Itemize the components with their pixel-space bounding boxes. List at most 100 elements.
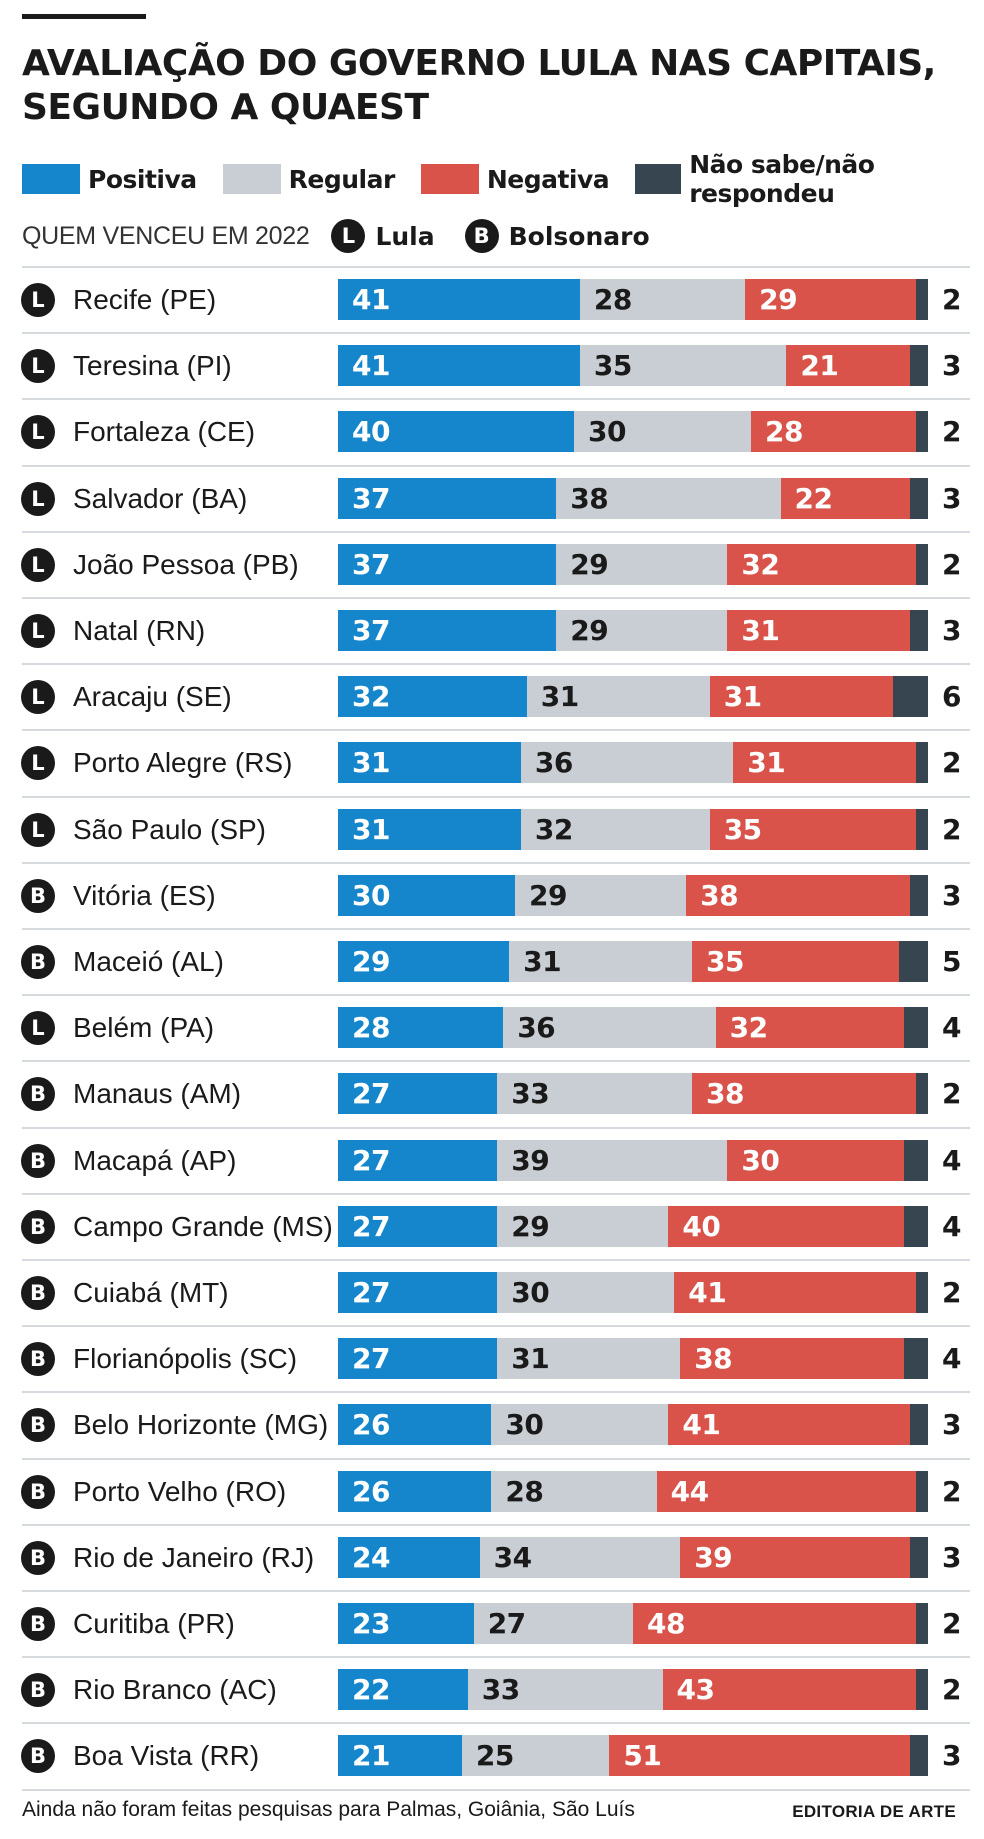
winner-key-bolsonaro: B Bolsonaro — [464, 219, 650, 253]
city-label: Maceió (AL) — [73, 946, 224, 977]
city-label: Rio Branco (AC) — [73, 1674, 277, 1706]
bar-segment-nao-sabe — [892, 676, 928, 718]
table-row: B Campo Grande (MS) 27 29 40 4 — [0, 1192, 984, 1259]
bar-label-regular: 35 — [593, 349, 632, 383]
bar-label-positiva: 32 — [352, 680, 390, 714]
bar-segment-regular — [497, 1272, 675, 1313]
bar-label-negativa: 22 — [794, 481, 833, 515]
bar-segment-nao-sabe — [916, 1272, 928, 1313]
legend-item-regular: Regular — [222, 164, 395, 194]
bar-segment-regular — [526, 676, 711, 718]
bar-segment-nao-sabe — [916, 742, 928, 784]
bar-segment-negativa — [656, 1470, 917, 1512]
chart-title: AVALIAÇÃO DO GOVERNO LULA NAS CAPITAIS, … — [22, 43, 936, 128]
bar-segment-regular — [579, 279, 746, 320]
lula-badge-icon: L — [21, 349, 55, 384]
bar-label-negativa: 32 — [741, 547, 780, 581]
bar-label-negativa: 31 — [723, 680, 762, 714]
bar-label-positiva: 27 — [352, 1077, 390, 1111]
table-row: B Rio Branco (AC) 22 33 43 2 — [0, 1656, 984, 1722]
bar-label-regular: 33 — [511, 1077, 550, 1111]
bar-segment-regular — [491, 1470, 658, 1512]
bar-label-negativa: 35 — [706, 945, 744, 978]
bar-label-regular: 25 — [475, 1739, 514, 1773]
bar-label-nao-sabe: 2 — [942, 547, 962, 581]
city-label: Porto Alegre (RS) — [73, 747, 293, 779]
bar-segment-regular — [491, 1404, 669, 1446]
bar-label-negativa: 51 — [623, 1739, 662, 1773]
bar-segment-positiva — [338, 477, 557, 519]
bar-label-regular: 31 — [540, 680, 579, 714]
footnote: Ainda não foram feitas pesquisas para Pa… — [22, 1798, 635, 1821]
table-row: L Recife (PE) 41 28 29 2 — [0, 266, 984, 332]
bar-segment-negativa — [680, 1536, 911, 1578]
bar-segment-nao-sabe — [916, 808, 928, 850]
bar-segment-negativa — [692, 1073, 917, 1115]
bolsonaro-badge-icon: B — [21, 1209, 55, 1244]
bar-segment-nao-sabe — [916, 1669, 928, 1711]
winner-key-caption: QUEM VENCEU EM 2022 — [22, 221, 310, 250]
lula-badge-icon: L — [21, 415, 55, 450]
row-divider — [22, 1590, 970, 1592]
bar-label-regular: 32 — [534, 812, 573, 846]
table-row: B Boa Vista (RR) 21 25 51 3 — [0, 1722, 984, 1788]
bar-segment-regular — [509, 941, 693, 982]
legend-label-negativa: Negativa — [486, 164, 610, 194]
bar-segment-nao-sabe — [916, 1073, 928, 1115]
bar-label-nao-sabe: 4 — [942, 1342, 962, 1376]
bar-label-positiva: 27 — [352, 1276, 390, 1309]
bar-segment-nao-sabe — [904, 1338, 928, 1380]
bar-segment-positiva — [338, 1404, 492, 1446]
bar-segment-negativa — [715, 1007, 905, 1049]
bar-segment-negativa — [727, 543, 917, 585]
bar-label-nao-sabe: 3 — [942, 481, 962, 515]
bar-segment-positiva — [338, 1139, 498, 1181]
row-divider — [22, 1391, 970, 1394]
bolsonaro-badge-icon: B — [464, 219, 499, 253]
city-label: Porto Velho (RO) — [73, 1475, 287, 1507]
top-rule — [22, 14, 146, 19]
bar-segment-negativa — [686, 874, 911, 916]
bar-label-nao-sabe: 2 — [942, 415, 962, 449]
bar-label-nao-sabe: 6 — [942, 680, 962, 714]
table-row: B Porto Velho (RO) 26 28 44 2 — [0, 1457, 984, 1524]
city-label: João Pessoa (PB) — [73, 548, 299, 580]
bar-label-regular: 29 — [570, 547, 609, 581]
row-divider — [22, 1523, 970, 1526]
bar-label-positiva: 41 — [352, 283, 390, 316]
bar-segment-nao-sabe — [904, 1205, 928, 1247]
bar-label-regular: 34 — [493, 1540, 532, 1574]
winner-key-lula-label: Lula — [375, 221, 435, 251]
legend-item-nao-sabe: Não sabe/não respondeu — [635, 150, 958, 208]
bar-segment-positiva — [338, 543, 557, 585]
winner-key-lula: L Lula — [331, 219, 435, 253]
bar-label-negativa: 38 — [694, 1342, 733, 1376]
bolsonaro-badge-icon: B — [21, 1143, 55, 1178]
bar-segment-nao-sabe — [910, 1536, 928, 1578]
table-row: B Vitória (ES) 30 29 38 3 — [0, 861, 984, 928]
bar-segment-positiva — [338, 1536, 481, 1578]
city-label: Aracaju (SE) — [73, 681, 232, 713]
city-label: Teresina (PI) — [73, 350, 232, 382]
legend-swatch-nao-sabe — [635, 164, 682, 194]
row-divider — [22, 1259, 970, 1261]
bar-label-negativa: 38 — [700, 878, 739, 912]
bar-label-regular: 27 — [487, 1607, 526, 1640]
bar-label-regular: 39 — [511, 1143, 550, 1177]
bar-label-positiva: 28 — [352, 1011, 390, 1045]
bolsonaro-badge-icon: B — [21, 1342, 55, 1377]
table-row: B Belo Horizonte (MG) 26 30 41 3 — [0, 1391, 984, 1457]
bar-label-nao-sabe: 5 — [942, 945, 962, 978]
row-divider — [22, 1656, 970, 1659]
bar-label-negativa: 35 — [723, 812, 762, 846]
bar-label-nao-sabe: 2 — [942, 1607, 962, 1640]
bar-segment-positiva — [338, 1272, 498, 1313]
bar-segment-negativa — [692, 941, 899, 982]
bar-segment-negativa — [786, 345, 911, 387]
bar-label-positiva: 41 — [352, 349, 390, 383]
bar-segment-negativa — [668, 1404, 911, 1446]
bar-segment-regular — [473, 1603, 634, 1644]
row-divider — [22, 1325, 970, 1328]
bar-segment-negativa — [609, 1735, 911, 1777]
